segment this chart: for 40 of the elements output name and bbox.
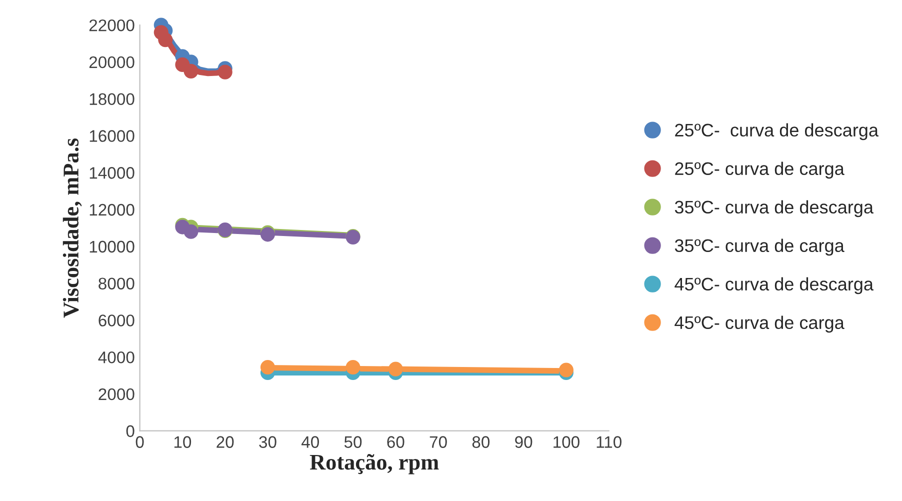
y-tick-label: 20000 xyxy=(89,56,134,68)
x-tick-label: 20 xyxy=(216,436,234,448)
x-tick-label: 80 xyxy=(472,436,490,448)
x-tick-label: 70 xyxy=(430,436,447,448)
point xyxy=(218,64,232,80)
x-axis-title: Rotação, rpm xyxy=(310,454,439,474)
legend-label: 35ºC- curva de carga xyxy=(674,238,844,256)
x-tick-label: 90 xyxy=(515,436,532,448)
point xyxy=(184,64,198,78)
x-tick-label: 30 xyxy=(259,436,276,448)
x-tick-label: 0 xyxy=(136,436,144,448)
y-tick-label: 0 xyxy=(126,425,134,438)
y-tick-label: 12000 xyxy=(90,204,134,216)
y-tick-label: 2000 xyxy=(98,388,134,400)
x-tick-label: 40 xyxy=(301,436,319,448)
y-tick-label: 14000 xyxy=(90,167,134,179)
y-tick-label: 22000 xyxy=(89,19,134,32)
x-tick-label: 60 xyxy=(387,436,404,448)
legend-label: 25ºC- curva de carga xyxy=(675,162,844,179)
legend-label: 45ºC- curva de descarga xyxy=(674,277,874,294)
x-tick-label: 110 xyxy=(596,436,622,448)
legend-label: 45ºC- curva de carga xyxy=(674,316,844,333)
point xyxy=(184,224,198,239)
y-axis-title: Viscosidade, mPa.s xyxy=(62,138,82,318)
y-tick-label: 6000 xyxy=(98,314,134,326)
y-tick-label: 18000 xyxy=(90,93,134,106)
point xyxy=(388,362,403,376)
legend-label: 25ºC- curva de descarga xyxy=(675,123,879,140)
x-tick-label: 100 xyxy=(554,436,580,448)
x-tick-label: 10 xyxy=(174,436,192,448)
point xyxy=(346,360,360,375)
legend-label: 35ºC- curva de descarga xyxy=(674,200,874,218)
point xyxy=(158,32,173,48)
point xyxy=(260,360,276,375)
y-tick-label: 8000 xyxy=(98,278,134,290)
point xyxy=(558,362,574,378)
y-tick-label: 4000 xyxy=(98,351,134,364)
y-tick-label: 16000 xyxy=(90,130,134,142)
x-tick-label: 50 xyxy=(344,436,362,448)
y-tick-label: 10000 xyxy=(90,240,134,253)
